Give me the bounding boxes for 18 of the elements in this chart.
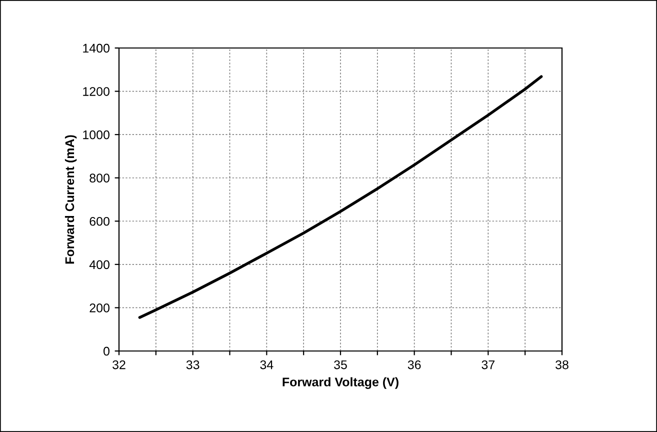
x-tick-label: 34	[260, 360, 274, 370]
x-tick-label: 32	[112, 360, 126, 370]
x-tick-label: 36	[408, 360, 421, 370]
x-axis-title: Forward Voltage (V)	[282, 377, 398, 389]
line-series	[138, 75, 543, 319]
x-tick-label: 35	[334, 360, 347, 370]
y-tick-label: 600	[90, 216, 110, 226]
y-tick-label: 1000	[83, 130, 110, 140]
x-tick-label: 37	[482, 360, 494, 370]
y-tick-label: 800	[90, 174, 110, 183]
x-tick-label: 33	[186, 360, 200, 370]
y-tick-label: 1400	[83, 44, 110, 53]
y-tick-label: 1200	[83, 87, 110, 96]
y-axis-title: Forward Current (mA)	[64, 135, 77, 264]
x-tick-label: 38	[556, 360, 568, 370]
y-tick-label: 0	[104, 346, 110, 356]
y-tick-label: 400	[89, 260, 110, 270]
y-tick-label: 200	[90, 304, 110, 312]
